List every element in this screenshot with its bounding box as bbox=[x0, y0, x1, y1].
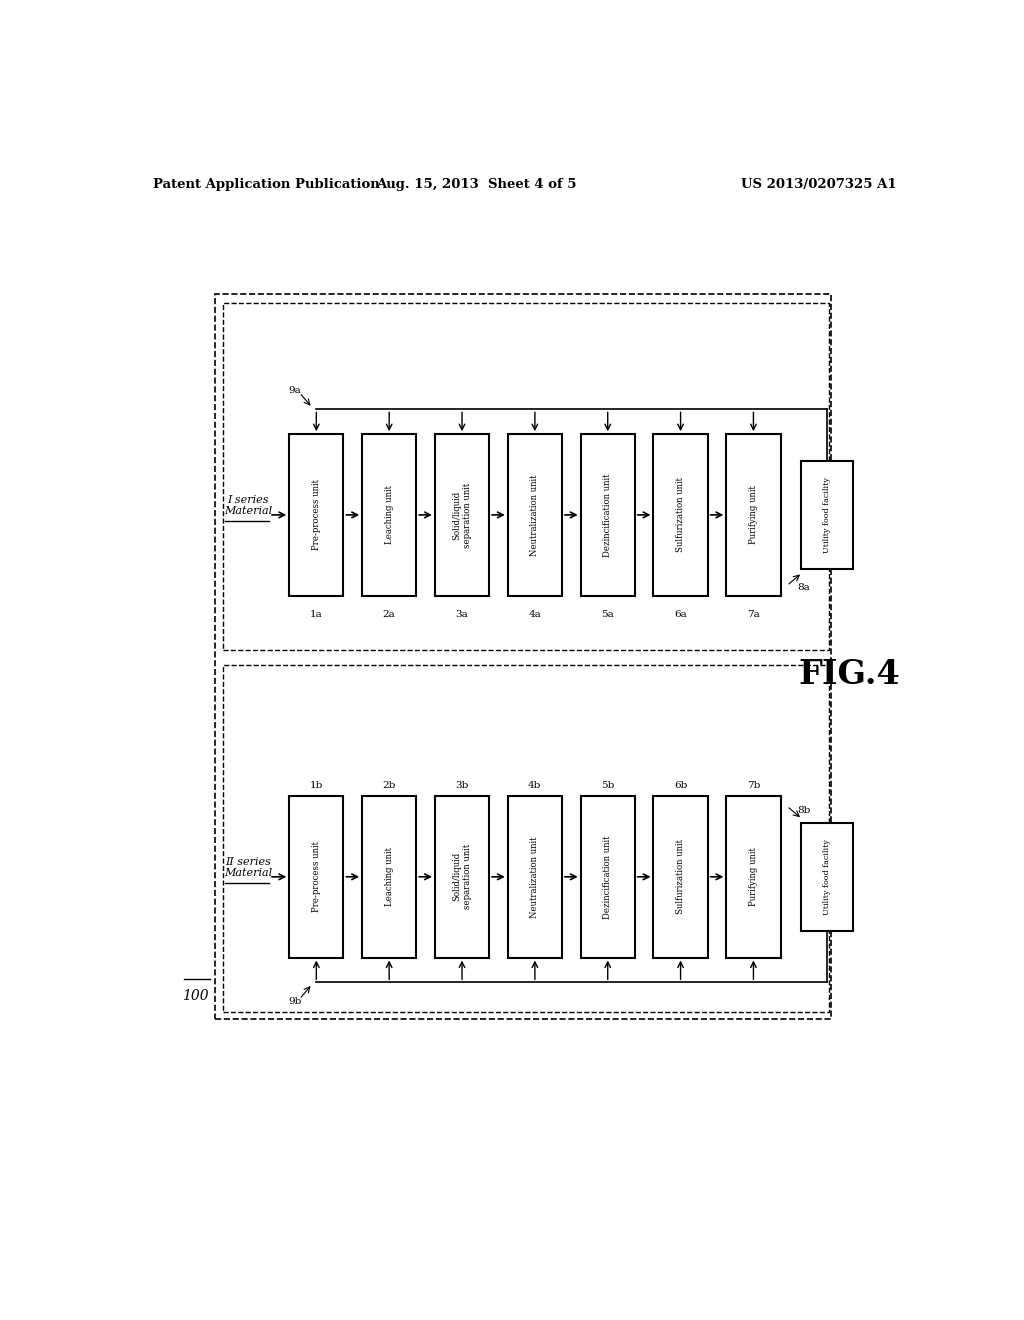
Text: Leaching unit: Leaching unit bbox=[385, 847, 393, 907]
Bar bbox=[581, 796, 635, 958]
Text: 5a: 5a bbox=[601, 610, 614, 619]
Text: 9a: 9a bbox=[288, 385, 301, 395]
Text: Solid/liquid
separation unit: Solid/liquid separation unit bbox=[453, 482, 472, 548]
Bar bbox=[435, 796, 489, 958]
Text: 7b: 7b bbox=[746, 781, 760, 789]
Text: Purifying unit: Purifying unit bbox=[749, 847, 758, 907]
Text: 2a: 2a bbox=[383, 610, 395, 619]
Bar bbox=[289, 434, 343, 595]
Bar bbox=[581, 434, 635, 595]
Bar bbox=[222, 304, 828, 649]
Bar bbox=[726, 796, 780, 958]
Bar bbox=[289, 796, 343, 958]
Text: Leaching unit: Leaching unit bbox=[385, 486, 393, 544]
Text: 4a: 4a bbox=[528, 610, 542, 619]
Text: Neutralization unit: Neutralization unit bbox=[530, 836, 540, 917]
Bar bbox=[362, 796, 417, 958]
Bar bbox=[215, 294, 830, 1019]
Text: 3a: 3a bbox=[456, 610, 468, 619]
Bar bbox=[508, 796, 562, 958]
Text: Utility food facility: Utility food facility bbox=[823, 477, 831, 553]
Text: Neutralization unit: Neutralization unit bbox=[530, 474, 540, 556]
Text: Aug. 15, 2013  Sheet 4 of 5: Aug. 15, 2013 Sheet 4 of 5 bbox=[377, 178, 577, 190]
Text: I series
Material: I series Material bbox=[224, 495, 272, 516]
Text: 8b: 8b bbox=[797, 807, 810, 816]
Text: Sulfurization unit: Sulfurization unit bbox=[676, 840, 685, 915]
Text: Sulfurization unit: Sulfurization unit bbox=[676, 478, 685, 552]
Text: 3b: 3b bbox=[456, 781, 469, 789]
Text: 5b: 5b bbox=[601, 781, 614, 789]
Text: 8a: 8a bbox=[798, 582, 810, 591]
Text: 6a: 6a bbox=[674, 610, 687, 619]
Bar bbox=[653, 434, 708, 595]
Text: Dezincification unit: Dezincification unit bbox=[603, 473, 612, 557]
Text: 6b: 6b bbox=[674, 781, 687, 789]
Bar bbox=[726, 434, 780, 595]
Text: FIG.4: FIG.4 bbox=[798, 657, 900, 690]
Text: Pre-process unit: Pre-process unit bbox=[312, 479, 321, 550]
Text: Utility food facility: Utility food facility bbox=[823, 840, 831, 915]
Bar bbox=[801, 822, 853, 931]
Text: Purifying unit: Purifying unit bbox=[749, 486, 758, 544]
Text: 7a: 7a bbox=[748, 610, 760, 619]
Text: 4b: 4b bbox=[528, 781, 542, 789]
Bar bbox=[222, 665, 828, 1011]
Text: US 2013/0207325 A1: US 2013/0207325 A1 bbox=[741, 178, 897, 190]
Text: Solid/liquid
separation unit: Solid/liquid separation unit bbox=[453, 845, 472, 909]
Text: 100: 100 bbox=[182, 989, 209, 1003]
Text: Patent Application Publication: Patent Application Publication bbox=[153, 178, 380, 190]
Text: II series
Material: II series Material bbox=[224, 857, 272, 878]
Bar bbox=[653, 796, 708, 958]
Text: 1b: 1b bbox=[309, 781, 323, 789]
Bar bbox=[362, 434, 417, 595]
Text: 9b: 9b bbox=[288, 997, 301, 1006]
Bar bbox=[508, 434, 562, 595]
Text: Pre-process unit: Pre-process unit bbox=[312, 841, 321, 912]
Text: 2b: 2b bbox=[383, 781, 396, 789]
Bar bbox=[435, 434, 489, 595]
Text: Dezincification unit: Dezincification unit bbox=[603, 836, 612, 919]
Bar bbox=[801, 461, 853, 569]
Text: 1a: 1a bbox=[310, 610, 323, 619]
